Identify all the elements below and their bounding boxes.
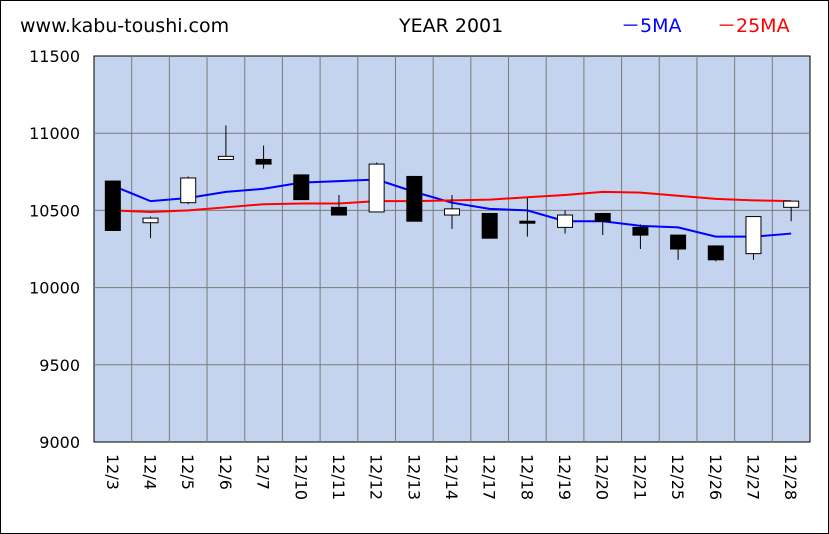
x-tick-label: 12/12 (367, 454, 386, 500)
candle (557, 210, 574, 234)
candle-body (557, 214, 574, 228)
candle (180, 176, 197, 205)
candle-body (670, 234, 687, 250)
legend-25ma: －25MA (717, 15, 790, 37)
candle-body (707, 245, 724, 261)
candle (217, 125, 234, 160)
x-tick-label: 12/5 (178, 454, 197, 490)
candle-body (594, 212, 611, 222)
candle-body (255, 158, 272, 165)
candle (330, 194, 347, 216)
x-tick-label: 12/28 (781, 454, 800, 500)
candle (745, 216, 762, 260)
candle (368, 162, 385, 213)
candle-body (368, 163, 385, 213)
x-tick-label: 12/7 (254, 454, 273, 490)
x-tick-label: 12/17 (480, 454, 499, 500)
candle-body (217, 155, 234, 160)
candle-body (180, 177, 197, 204)
chart-title: YEAR 2001 (399, 15, 504, 37)
candle-body (632, 226, 649, 236)
candle (142, 216, 159, 239)
y-tick-label: 10000 (29, 279, 80, 298)
candle-body (293, 174, 310, 201)
y-tick-label: 11000 (29, 124, 80, 143)
candle (406, 175, 423, 222)
candle (519, 198, 536, 237)
x-tick-label: 12/13 (404, 454, 423, 500)
y-tick-label: 11500 (29, 47, 80, 66)
x-tick-label: 12/3 (103, 454, 122, 490)
candle (594, 212, 611, 236)
candle-body (519, 220, 536, 224)
candle (783, 200, 800, 222)
candle-body (330, 206, 347, 216)
candle (707, 245, 724, 262)
x-tick-label: 12/21 (630, 454, 649, 500)
candle (670, 234, 687, 260)
candle (481, 212, 498, 239)
legend-5ma: －5MA (621, 15, 682, 37)
candle-body (745, 216, 762, 255)
x-tick-label: 12/14 (442, 454, 461, 500)
x-tick-label: 12/18 (517, 454, 536, 500)
x-tick-label: 12/27 (743, 454, 762, 500)
x-tick-label: 12/19 (555, 454, 574, 500)
candle-body (444, 208, 460, 216)
y-tick-label: 9500 (39, 356, 80, 375)
candle-body (783, 200, 800, 208)
candle (104, 180, 121, 231)
x-tick-label: 12/10 (291, 454, 310, 500)
candle-body (481, 212, 498, 239)
candle (632, 224, 649, 249)
y-tick-label: 9000 (39, 433, 80, 452)
x-tick-label: 12/25 (668, 454, 687, 500)
x-tick-label: 12/4 (141, 454, 160, 490)
candle (255, 145, 272, 169)
candle-body (104, 180, 121, 231)
candle (293, 174, 310, 201)
x-tick-label: 12/20 (593, 454, 612, 500)
candle (444, 194, 460, 229)
candle-body (142, 217, 159, 224)
x-tick-label: 12/11 (329, 454, 348, 500)
plot-area (93, 55, 811, 443)
site-url: www.kabu-toushi.com (20, 15, 230, 37)
x-tick-label: 12/6 (216, 454, 235, 490)
candle-body (406, 175, 423, 222)
x-tick-label: 12/26 (706, 454, 725, 500)
y-tick-label: 10500 (29, 201, 80, 220)
